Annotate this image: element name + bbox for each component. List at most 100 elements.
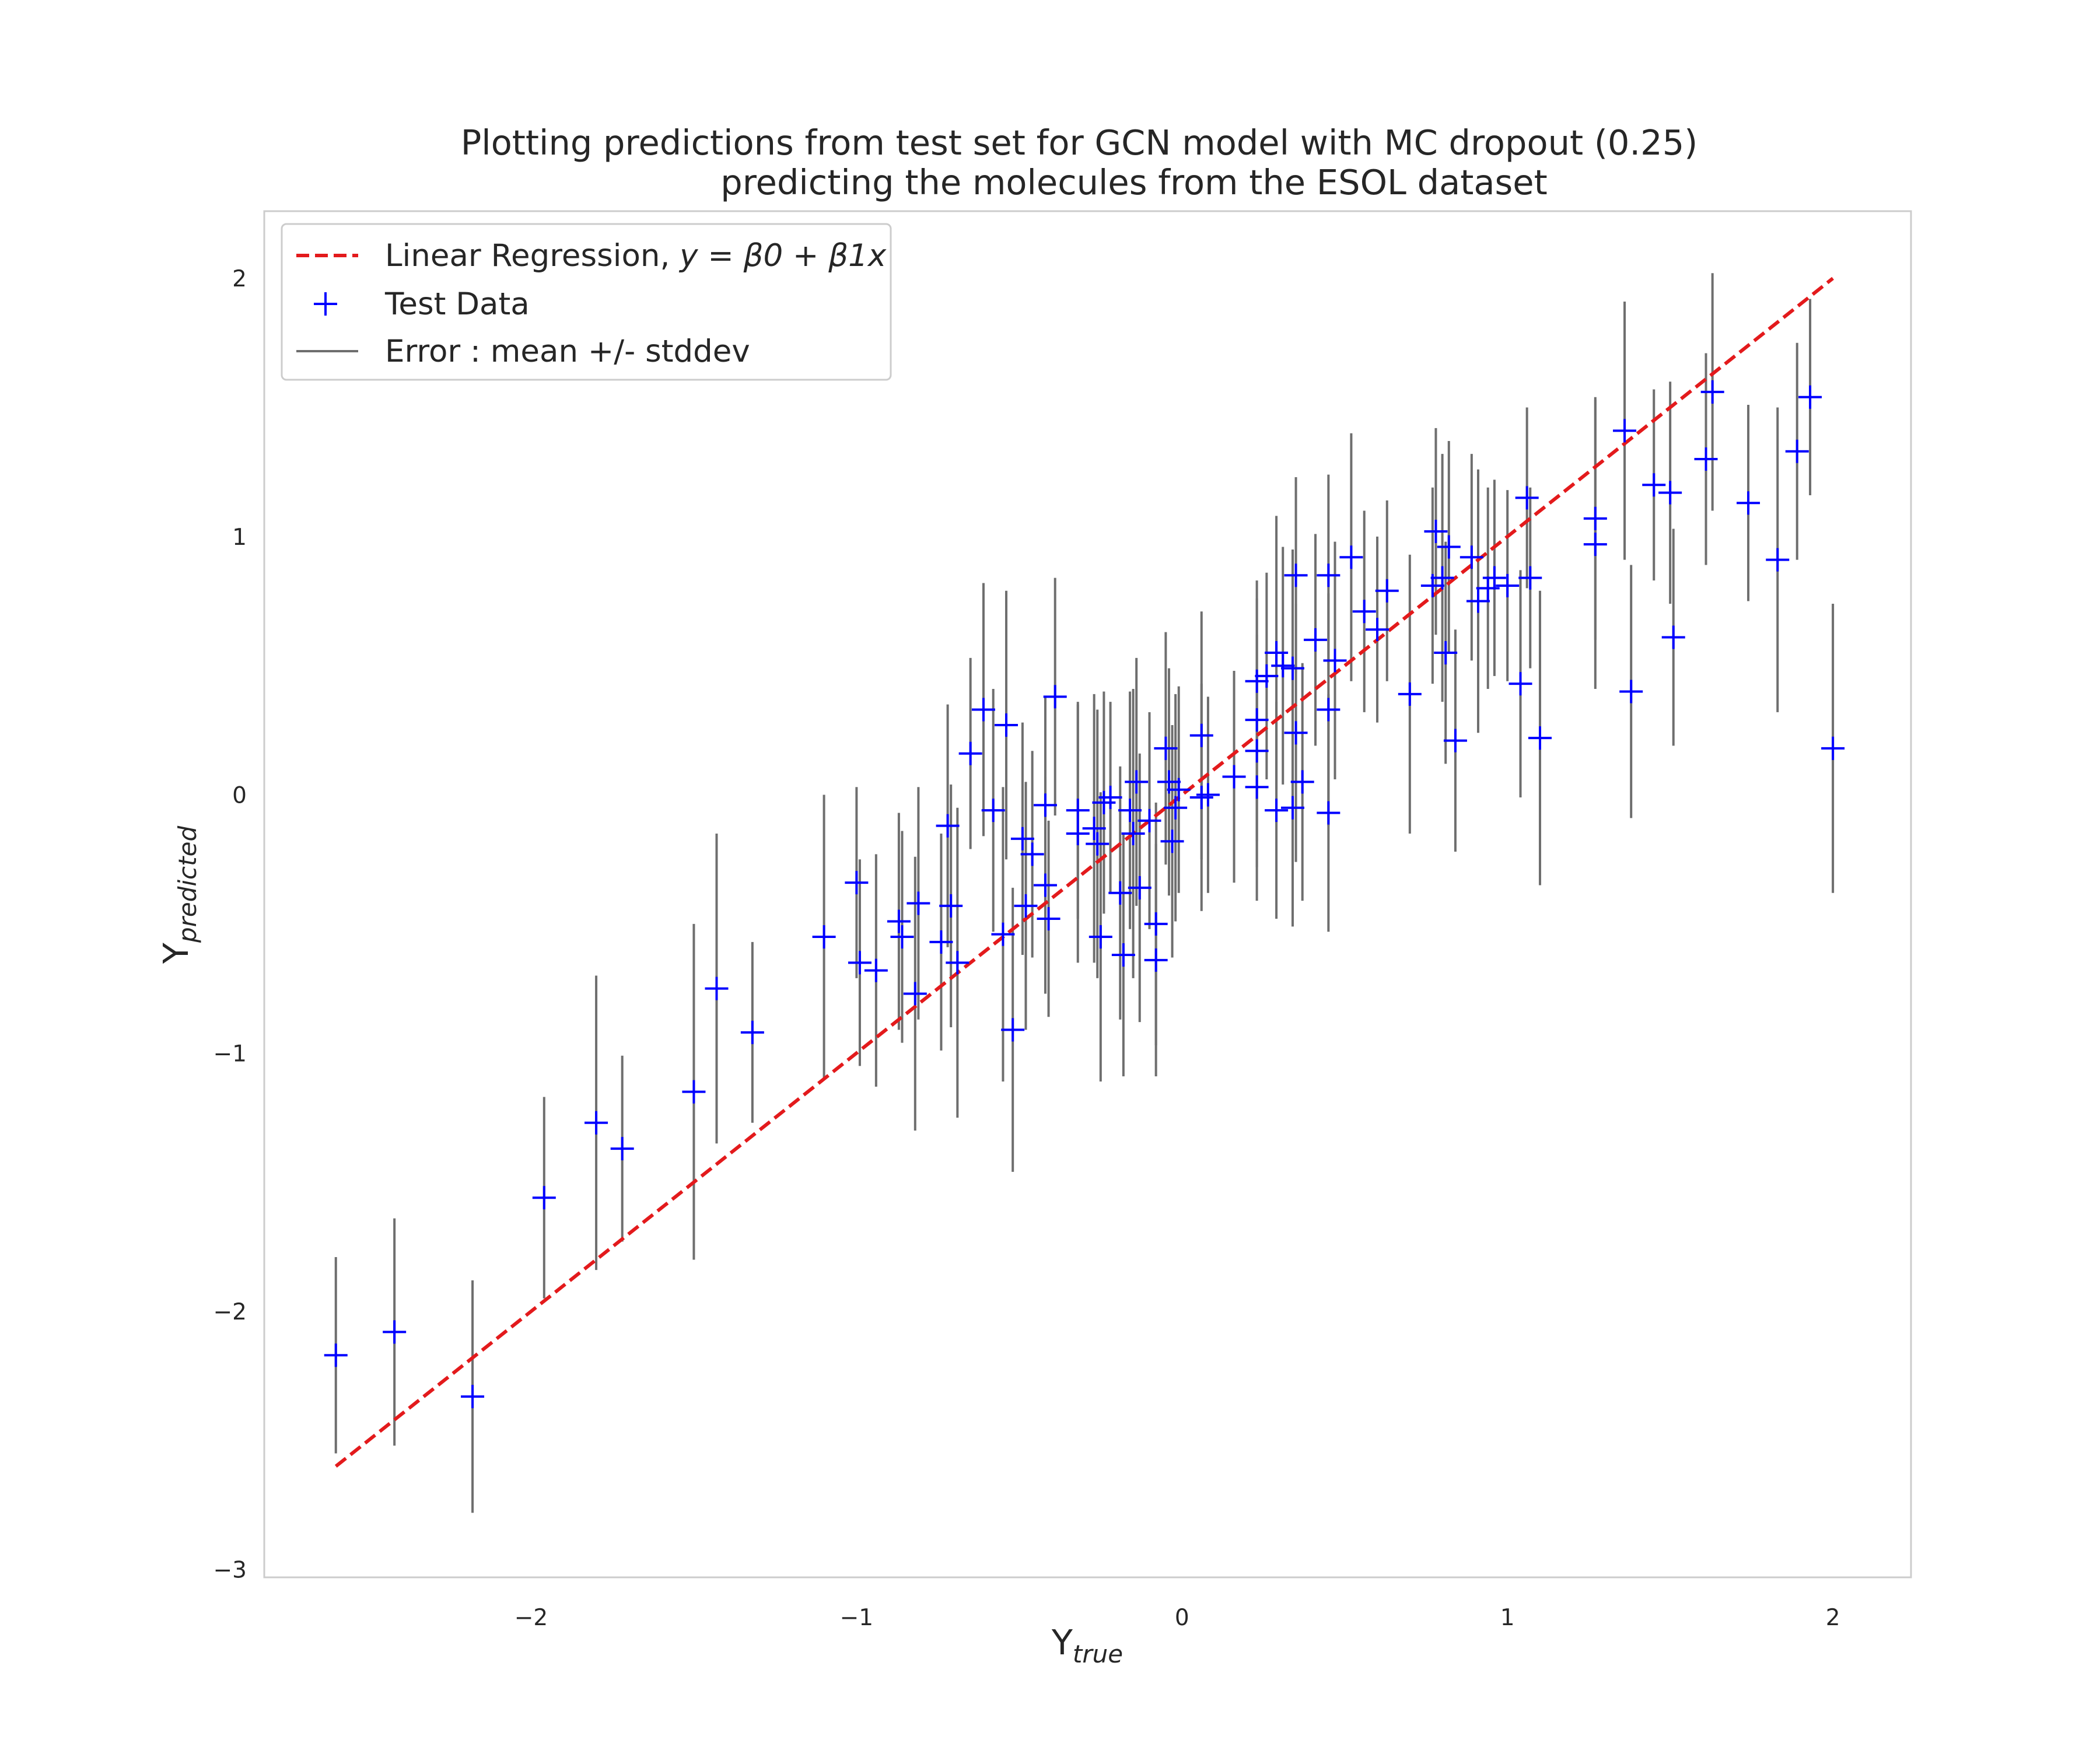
x-tick-label: −2 bbox=[514, 1605, 548, 1631]
data-point bbox=[1583, 533, 1607, 556]
data-point bbox=[939, 894, 963, 918]
data-point bbox=[936, 814, 960, 838]
data-point bbox=[1086, 832, 1110, 856]
data-point bbox=[1398, 682, 1422, 706]
data-point bbox=[845, 871, 869, 895]
y-tick-label: −2 bbox=[214, 1299, 247, 1325]
data-point bbox=[1821, 736, 1845, 760]
data-point bbox=[1118, 799, 1142, 822]
data-point bbox=[1196, 783, 1220, 807]
data-point bbox=[1010, 827, 1034, 850]
data-point bbox=[1255, 664, 1279, 688]
data-point bbox=[1476, 576, 1500, 600]
data-point bbox=[1583, 506, 1607, 530]
data-point bbox=[1528, 726, 1552, 750]
data-point bbox=[1128, 876, 1152, 900]
data-point bbox=[584, 1111, 608, 1135]
y-tick-label: −1 bbox=[214, 1041, 247, 1067]
data-point bbox=[1323, 649, 1347, 673]
y-tick-label: −3 bbox=[214, 1558, 247, 1584]
data-point bbox=[1661, 625, 1685, 649]
data-point bbox=[1280, 656, 1304, 680]
data-point bbox=[1700, 380, 1724, 404]
data-point bbox=[929, 930, 953, 954]
data-point bbox=[1189, 785, 1213, 809]
data-point bbox=[1066, 799, 1090, 822]
data-point bbox=[1375, 579, 1399, 603]
data-point bbox=[991, 922, 1015, 946]
data-point bbox=[1108, 881, 1132, 905]
legend-item-test-data: Test Data bbox=[384, 286, 530, 322]
data-point bbox=[1164, 796, 1188, 820]
data-point bbox=[1284, 721, 1308, 745]
data-point bbox=[1304, 628, 1328, 652]
y-tick-label: 2 bbox=[232, 266, 247, 292]
data-point bbox=[1430, 566, 1454, 590]
data-point bbox=[682, 1080, 706, 1104]
data-point bbox=[1043, 685, 1067, 709]
data-point bbox=[1245, 669, 1269, 693]
y-tick-label: 0 bbox=[232, 783, 247, 809]
data-point bbox=[864, 958, 888, 982]
data-point bbox=[1125, 770, 1149, 794]
data-point bbox=[1121, 821, 1145, 845]
data-point bbox=[740, 1020, 764, 1044]
data-point bbox=[1001, 1018, 1025, 1042]
data-point bbox=[1619, 680, 1643, 704]
data-point bbox=[1642, 473, 1666, 497]
data-point bbox=[1366, 618, 1390, 642]
data-point bbox=[1482, 566, 1506, 590]
data-point bbox=[705, 977, 729, 1000]
data-point bbox=[1144, 948, 1168, 972]
y-tick-labels: −3 −2 −1 0 1 2 bbox=[214, 266, 247, 1584]
data-point bbox=[1271, 654, 1295, 678]
data-point bbox=[1098, 785, 1122, 809]
regression-line bbox=[334, 276, 1834, 1468]
data-point bbox=[1443, 729, 1467, 752]
data-point bbox=[1154, 736, 1178, 760]
data-point bbox=[383, 1320, 407, 1344]
data-point bbox=[610, 1137, 634, 1161]
data-point bbox=[1518, 566, 1542, 590]
data-point bbox=[1037, 907, 1060, 931]
data-point bbox=[1167, 778, 1191, 802]
data-point bbox=[1160, 830, 1184, 853]
legend-box bbox=[281, 223, 892, 381]
data-point bbox=[1613, 419, 1637, 443]
data-point bbox=[1245, 739, 1269, 763]
data-point bbox=[1082, 817, 1106, 841]
data-point bbox=[1317, 801, 1340, 825]
data-point bbox=[971, 698, 995, 722]
data-point bbox=[887, 909, 911, 933]
data-point bbox=[1466, 589, 1490, 613]
data-point bbox=[1317, 564, 1340, 587]
plot-frame bbox=[263, 210, 1912, 1578]
legend-plus-marker-icon bbox=[314, 292, 337, 316]
data-point bbox=[1088, 925, 1112, 949]
data-point bbox=[1138, 808, 1161, 832]
data-point bbox=[1508, 672, 1532, 696]
data-point bbox=[1434, 641, 1458, 665]
chart-subtitle: predicting the molecules from the ESOL d… bbox=[720, 162, 1547, 202]
data-point bbox=[1265, 799, 1289, 822]
data-point bbox=[907, 891, 930, 915]
data-point bbox=[1460, 545, 1483, 569]
x-tick-label: 0 bbox=[1175, 1605, 1189, 1631]
x-axis-label: Ytrue bbox=[1051, 1622, 1123, 1668]
legend-item-regression: Linear Regression, y = β0 + β1x bbox=[385, 238, 887, 274]
data-point bbox=[532, 1186, 556, 1210]
data-point bbox=[1317, 698, 1340, 722]
data-point bbox=[1066, 821, 1090, 845]
x-tick-label: −1 bbox=[840, 1605, 874, 1631]
data-point bbox=[1766, 548, 1790, 572]
data-point bbox=[1352, 600, 1376, 624]
x-tick-label: 2 bbox=[1826, 1605, 1840, 1631]
x-tick-label: 1 bbox=[1500, 1605, 1515, 1631]
data-point bbox=[981, 799, 1005, 822]
data-point bbox=[1245, 708, 1269, 732]
data-point bbox=[1737, 491, 1760, 515]
data-point bbox=[324, 1343, 348, 1367]
data-point bbox=[1424, 519, 1448, 543]
data-point bbox=[1658, 481, 1682, 505]
